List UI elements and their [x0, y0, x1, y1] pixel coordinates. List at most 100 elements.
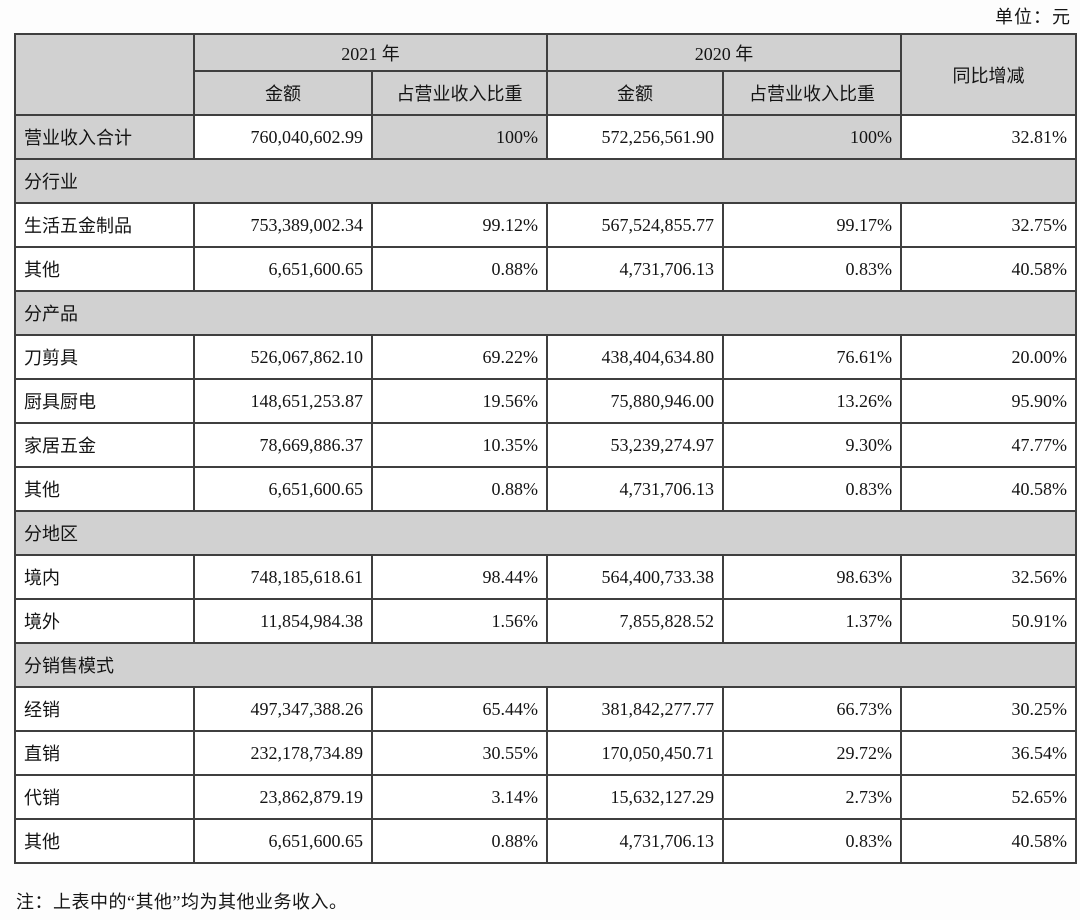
ratio-2020-cell: 0.83%: [722, 466, 902, 512]
table-row: 生活五金制品 753,389,002.34 99.12% 567,524,855…: [14, 202, 1077, 248]
ratio-2021-cell: 1.56%: [371, 598, 548, 644]
ratio-2020-cell: 76.61%: [722, 334, 902, 380]
section-row: 分行业: [14, 158, 1077, 204]
row-label-cell: 其他: [14, 466, 195, 512]
amount-2021-cell: 753,389,002.34: [193, 202, 373, 248]
table-row: 其他 6,651,600.65 0.88% 4,731,706.13 0.83%…: [14, 466, 1077, 512]
ratio-2020-cell: 9.30%: [722, 422, 902, 468]
amount-2020-cell: 564,400,733.38: [546, 554, 724, 600]
row-label-cell: 境内: [14, 554, 195, 600]
yoy-cell: 40.58%: [900, 818, 1077, 864]
ratio-2021-cell: 30.55%: [371, 730, 548, 776]
ratio-2020-cell: 29.72%: [722, 730, 902, 776]
table-row: 刀剪具 526,067,862.10 69.22% 438,404,634.80…: [14, 334, 1077, 380]
ratio-2021-cell: 69.22%: [371, 334, 548, 380]
ratio-2020-cell: 1.37%: [722, 598, 902, 644]
amount-2021-cell: 23,862,879.19: [193, 774, 373, 820]
header-row-years: 2021 年 2020 年 同比增减: [14, 33, 1077, 116]
section-label-cell: 分行业: [14, 158, 1077, 204]
header-ratio-2020: 占营业收入比重: [722, 70, 902, 116]
table-row: 境外 11,854,984.38 1.56% 7,855,828.52 1.37…: [14, 598, 1077, 644]
amount-2021-cell: 11,854,984.38: [193, 598, 373, 644]
header-amount-2021: 金额: [193, 70, 373, 116]
ratio-2021-cell: 10.35%: [371, 422, 548, 468]
amount-2021-cell: 232,178,734.89: [193, 730, 373, 776]
amount-2020-cell: 170,050,450.71: [546, 730, 724, 776]
row-label-cell: 家居五金: [14, 422, 195, 468]
section-label-cell: 分地区: [14, 510, 1077, 556]
yoy-cell: 32.56%: [900, 554, 1077, 600]
section-row: 分地区: [14, 510, 1077, 556]
yoy-cell: 47.77%: [900, 422, 1077, 468]
amount-2020-cell: 381,842,277.77: [546, 686, 724, 732]
section-label-cell: 分销售模式: [14, 642, 1077, 688]
table-row: 经销 497,347,388.26 65.44% 381,842,277.77 …: [14, 686, 1077, 732]
row-label-cell: 代销: [14, 774, 195, 820]
amount-2020-cell: 572,256,561.90: [546, 114, 724, 160]
ratio-2021-cell: 98.44%: [371, 554, 548, 600]
yoy-cell: 32.81%: [900, 114, 1077, 160]
yoy-cell: 40.58%: [900, 246, 1077, 292]
amount-2021-cell: 497,347,388.26: [193, 686, 373, 732]
ratio-2020-cell: 13.26%: [722, 378, 902, 424]
amount-2021-cell: 78,669,886.37: [193, 422, 373, 468]
amount-2021-cell: 760,040,602.99: [193, 114, 373, 160]
unit-label: 单位：元: [995, 7, 1071, 27]
revenue-breakdown-table: 2021 年 2020 年 同比增减 金额 占营业收入比重 金额 占营业收入比重…: [14, 33, 1077, 864]
row-label-cell: 直销: [14, 730, 195, 776]
ratio-2020-cell: 98.63%: [722, 554, 902, 600]
header-row-subcolumns: 金额 占营业收入比重 金额 占营业收入比重: [15, 70, 1076, 116]
row-label-cell: 营业收入合计: [14, 114, 195, 160]
section-row: 分销售模式: [14, 642, 1077, 688]
ratio-2021-cell: 3.14%: [371, 774, 548, 820]
amount-2020-cell: 7,855,828.52: [546, 598, 724, 644]
amount-2021-cell: 526,067,862.10: [193, 334, 373, 380]
row-label-cell: 其他: [14, 246, 195, 292]
ratio-2020-cell: 2.73%: [722, 774, 902, 820]
yoy-cell: 40.58%: [900, 466, 1077, 512]
amount-2021-cell: 6,651,600.65: [193, 466, 373, 512]
yoy-cell: 36.54%: [900, 730, 1077, 776]
footnote: 注：上表中的“其他”均为其他业务收入。: [16, 892, 348, 912]
ratio-2020-cell: 0.83%: [722, 818, 902, 864]
table-row: 境内 748,185,618.61 98.44% 564,400,733.38 …: [14, 554, 1077, 600]
table-row: 家居五金 78,669,886.37 10.35% 53,239,274.97 …: [14, 422, 1077, 468]
amount-2021-cell: 6,651,600.65: [193, 818, 373, 864]
amount-2020-cell: 4,731,706.13: [546, 246, 724, 292]
table-row: 直销 232,178,734.89 30.55% 170,050,450.71 …: [14, 730, 1077, 776]
amount-2021-cell: 6,651,600.65: [193, 246, 373, 292]
table-row: 其他 6,651,600.65 0.88% 4,731,706.13 0.83%…: [14, 246, 1077, 292]
amount-2020-cell: 4,731,706.13: [546, 466, 724, 512]
amount-2020-cell: 15,632,127.29: [546, 774, 724, 820]
ratio-2020-cell: 100%: [722, 114, 902, 160]
row-label-cell: 经销: [14, 686, 195, 732]
table-row: 厨具厨电 148,651,253.87 19.56% 75,880,946.00…: [14, 378, 1077, 424]
section-row: 分产品: [14, 290, 1077, 336]
yoy-cell: 50.91%: [900, 598, 1077, 644]
corner-header-cell: [14, 33, 195, 116]
amount-2020-cell: 438,404,634.80: [546, 334, 724, 380]
header-year-2021: 2021 年: [193, 33, 548, 72]
row-label-cell: 刀剪具: [14, 334, 195, 380]
ratio-2021-cell: 0.88%: [371, 246, 548, 292]
yoy-cell: 20.00%: [900, 334, 1077, 380]
yoy-cell: 32.75%: [900, 202, 1077, 248]
ratio-2021-cell: 65.44%: [371, 686, 548, 732]
amount-2021-cell: 148,651,253.87: [193, 378, 373, 424]
ratio-2021-cell: 100%: [371, 114, 548, 160]
header-amount-2020: 金额: [546, 70, 724, 116]
section-label-cell: 分产品: [14, 290, 1077, 336]
ratio-2020-cell: 99.17%: [722, 202, 902, 248]
ratio-2020-cell: 0.83%: [722, 246, 902, 292]
ratio-2021-cell: 19.56%: [371, 378, 548, 424]
yoy-cell: 52.65%: [900, 774, 1077, 820]
ratio-2021-cell: 0.88%: [371, 818, 548, 864]
table-row: 代销 23,862,879.19 3.14% 15,632,127.29 2.7…: [14, 774, 1077, 820]
table-row-total: 营业收入合计 760,040,602.99 100% 572,256,561.9…: [14, 114, 1077, 160]
ratio-2021-cell: 99.12%: [371, 202, 548, 248]
row-label-cell: 生活五金制品: [14, 202, 195, 248]
amount-2020-cell: 4,731,706.13: [546, 818, 724, 864]
amount-2020-cell: 75,880,946.00: [546, 378, 724, 424]
table-row: 其他 6,651,600.65 0.88% 4,731,706.13 0.83%…: [14, 818, 1077, 864]
ratio-2020-cell: 66.73%: [722, 686, 902, 732]
